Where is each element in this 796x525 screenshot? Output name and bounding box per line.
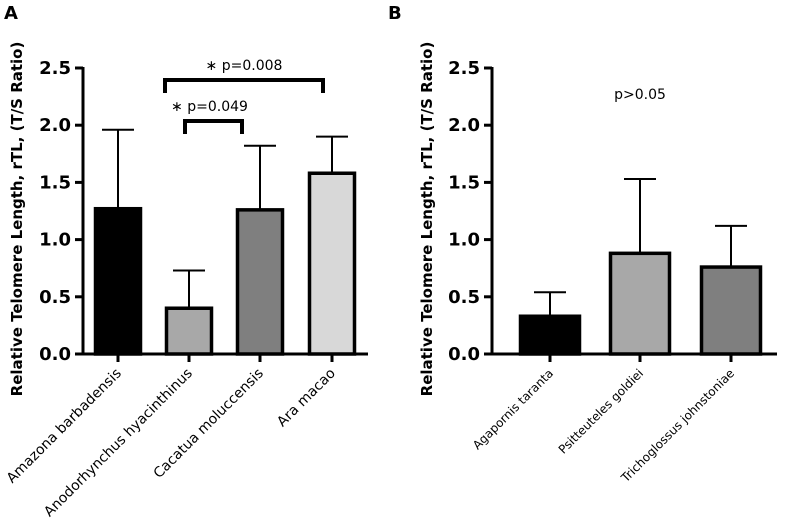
a-significance-label: ∗ p=0.008	[206, 58, 283, 74]
a-bar	[93, 206, 143, 356]
a-y-tick-label: 1.5	[39, 172, 71, 193]
b-category-label: Psitteuteles goldiei	[556, 366, 646, 456]
a-significance-bracket	[183, 119, 244, 134]
a-significance-label: ∗ p=0.049	[171, 99, 248, 115]
a-y-tick-label: 0.5	[39, 287, 71, 308]
b-y-tick-label: 1.5	[448, 172, 480, 193]
a-y-tick-label: 2.0	[39, 115, 71, 136]
a-category-label: Anodorhynchus hyacinthinus	[41, 366, 196, 521]
panel-a-letter: A	[4, 3, 18, 24]
b-category-label: Agapornis taranta	[470, 366, 556, 452]
a-y-tick-label: 0.0	[39, 344, 71, 365]
b-y-tick-label: 0.5	[448, 287, 480, 308]
a-y-tick-label: 2.5	[39, 58, 71, 79]
a-y-tick-label: 1.0	[39, 230, 71, 251]
b-y-tick-label: 2.5	[448, 58, 480, 79]
a-bar	[235, 208, 285, 356]
b-y-axis-label: Relative Telomere Length, rTL, (T/S Rati…	[418, 42, 436, 397]
b-significance-label: p>0.05	[614, 87, 666, 103]
panel-a-chart: 0.0 0.5 1.0 1.5 2.0 2.5 Relative Telomere Leng…	[4, 42, 368, 521]
b-y-tick-label: 1.0	[448, 230, 480, 251]
b-bar	[699, 265, 763, 356]
a-significance-bracket	[163, 78, 325, 93]
a-bar	[307, 171, 357, 356]
panel-b-chart: 0.0 0.5 1.0 1.5 2.0 2.5 Relative Telomere Leng…	[418, 42, 777, 486]
b-y-tick-label: 2.0	[448, 115, 480, 136]
a-category-label: Ara macao	[274, 366, 339, 431]
b-bar	[608, 251, 672, 356]
panel-b-letter: B	[388, 3, 402, 24]
a-bar	[164, 306, 214, 356]
a-y-axis-label: Relative Telomere Length, rTL, (T/S Rati…	[8, 42, 26, 397]
b-y-tick-label: 0.0	[448, 344, 480, 365]
b-bar	[518, 314, 582, 356]
